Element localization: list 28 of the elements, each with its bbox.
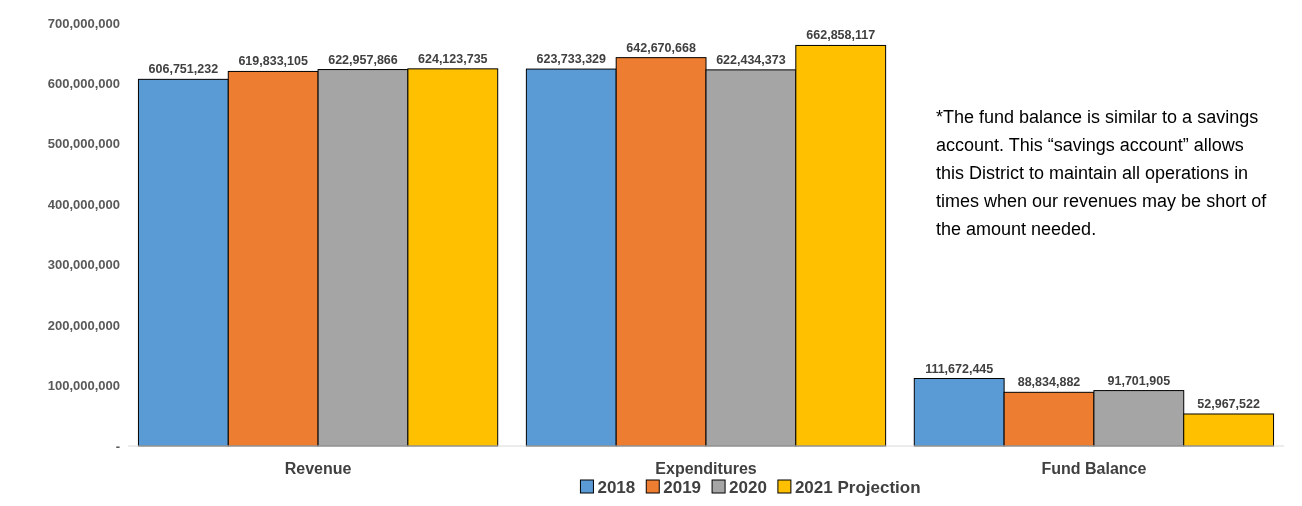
- data-label: 52,967,522: [1197, 396, 1260, 411]
- y-tick-label: 500,000,000: [47, 136, 120, 152]
- y-tick-label: 100,000,000: [47, 378, 120, 394]
- x-tick-label: Fund Balance: [1041, 460, 1147, 477]
- x-tick-label: Expenditures: [655, 460, 757, 477]
- x-tick-label: Revenue: [284, 460, 352, 477]
- data-label: 91,701,905: [1107, 373, 1171, 388]
- data-label: 642,670,668: [626, 40, 696, 55]
- y-tick-label: 400,000,000: [47, 196, 120, 212]
- y-tick-label: 700,000,000: [47, 15, 120, 31]
- annotation: *The fund balance is similar to a savings account. This “savings account” allows this District to maintain all operations in times when our revenues may be short of the amount needed.: [936, 107, 1268, 239]
- data-label: 622,434,373: [716, 52, 786, 67]
- data-label: 111,672,445: [925, 361, 994, 376]
- data-label: 606,751,232: [148, 62, 219, 77]
- data-label: 88,834,882: [1017, 375, 1081, 390]
- y-tick-label: 600,000,000: [47, 75, 120, 91]
- data-label: 662,858,117: [806, 28, 876, 43]
- data-label: 623,733,329: [536, 52, 607, 67]
- data-label: 622,957,866: [328, 52, 398, 67]
- legend-label: 2018: [597, 478, 636, 497]
- data-label: 624,123,735: [418, 51, 488, 66]
- y-tick-label: 300,000,000: [47, 257, 120, 273]
- y-tick-label: 200,000,000: [47, 317, 120, 333]
- legend-label: 2021 Projection: [794, 478, 921, 497]
- legend-label: 2019: [663, 478, 702, 497]
- legend-label: 2020: [729, 478, 767, 497]
- data-label: 619,833,105: [238, 54, 308, 69]
- y-tick-label: -: [115, 438, 120, 454]
